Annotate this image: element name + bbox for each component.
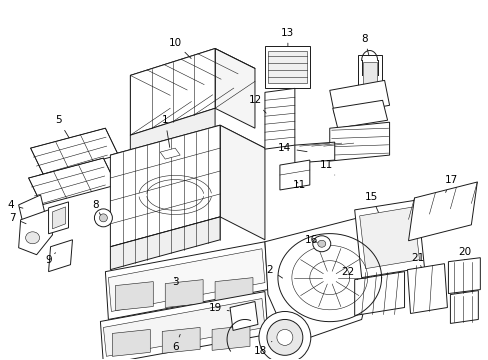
Ellipse shape	[99, 214, 107, 222]
Ellipse shape	[94, 209, 112, 227]
Polygon shape	[447, 258, 479, 293]
Polygon shape	[449, 291, 477, 323]
Text: 21: 21	[410, 253, 423, 268]
Text: 6: 6	[172, 334, 180, 352]
Text: 7: 7	[9, 213, 26, 224]
Text: 15: 15	[364, 192, 378, 212]
Polygon shape	[264, 88, 294, 149]
Polygon shape	[162, 328, 200, 353]
Text: 18: 18	[253, 341, 271, 356]
Polygon shape	[329, 122, 389, 161]
Polygon shape	[407, 264, 447, 314]
Polygon shape	[52, 207, 65, 229]
Polygon shape	[105, 242, 267, 319]
Polygon shape	[48, 202, 68, 234]
Polygon shape	[267, 50, 306, 84]
Text: 8: 8	[361, 33, 368, 56]
Polygon shape	[229, 302, 258, 330]
Polygon shape	[112, 329, 150, 356]
Polygon shape	[165, 280, 203, 307]
Ellipse shape	[276, 329, 292, 345]
Ellipse shape	[317, 240, 325, 247]
Polygon shape	[48, 240, 72, 272]
Text: 13: 13	[281, 28, 294, 46]
Polygon shape	[110, 217, 220, 270]
Polygon shape	[407, 182, 476, 241]
Text: 11: 11	[293, 180, 306, 190]
Text: 17: 17	[444, 175, 457, 193]
Text: 3: 3	[172, 276, 178, 287]
Text: 8: 8	[92, 200, 100, 215]
Text: 10: 10	[168, 37, 191, 59]
Polygon shape	[220, 125, 264, 240]
Polygon shape	[332, 100, 387, 128]
Text: 2: 2	[266, 265, 282, 278]
Polygon shape	[279, 160, 309, 190]
Polygon shape	[329, 80, 389, 115]
Text: 19: 19	[208, 302, 229, 312]
Polygon shape	[103, 298, 264, 356]
Ellipse shape	[312, 236, 330, 252]
Text: 12: 12	[248, 95, 265, 113]
Polygon shape	[212, 325, 249, 350]
Polygon shape	[29, 158, 116, 205]
Polygon shape	[19, 195, 44, 222]
Text: 16: 16	[305, 235, 318, 245]
Polygon shape	[215, 278, 252, 305]
Polygon shape	[362, 62, 376, 84]
Polygon shape	[215, 49, 254, 128]
Polygon shape	[115, 282, 153, 310]
Polygon shape	[354, 272, 404, 315]
Text: 4: 4	[7, 200, 23, 210]
Polygon shape	[264, 215, 377, 345]
Polygon shape	[110, 125, 264, 178]
Polygon shape	[130, 49, 254, 95]
Polygon shape	[354, 200, 424, 278]
Polygon shape	[294, 142, 334, 163]
Text: 11: 11	[320, 160, 334, 175]
Polygon shape	[110, 125, 220, 247]
Polygon shape	[264, 45, 309, 88]
Polygon shape	[357, 55, 381, 90]
Ellipse shape	[266, 319, 302, 355]
Text: 20: 20	[457, 247, 470, 260]
Polygon shape	[100, 292, 267, 360]
Polygon shape	[160, 148, 180, 159]
Polygon shape	[130, 49, 215, 135]
Polygon shape	[130, 108, 215, 155]
Text: 1: 1	[162, 115, 169, 147]
Polygon shape	[31, 128, 118, 175]
Text: 14: 14	[278, 143, 306, 153]
Polygon shape	[19, 210, 52, 255]
Text: 5: 5	[55, 115, 69, 138]
Ellipse shape	[259, 311, 310, 360]
Text: 22: 22	[341, 267, 357, 280]
Text: 9: 9	[45, 253, 56, 265]
Polygon shape	[108, 249, 264, 311]
Polygon shape	[359, 207, 419, 269]
Ellipse shape	[25, 232, 40, 244]
